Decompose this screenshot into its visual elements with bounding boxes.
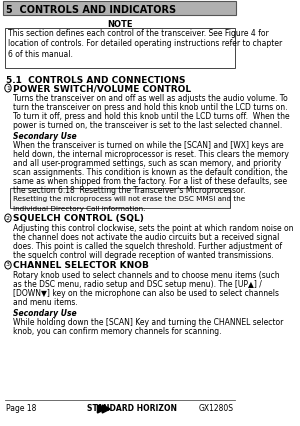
Text: 2: 2 [6,216,10,221]
Text: 5  CONTROLS AND INDICATORS: 5 CONTROLS AND INDICATORS [6,5,176,15]
Text: 3: 3 [6,262,10,268]
Text: does. This point is called the squelch threshold. Further adjustment of: does. This point is called the squelch t… [13,242,282,251]
Text: same as when shipped from the factory. For a list of these defaults, see: same as when shipped from the factory. F… [13,177,287,186]
Text: Individual Directory Call information.: Individual Directory Call information. [13,205,145,211]
Text: Rotary knob used to select channels and to choose menu items (such: Rotary knob used to select channels and … [13,271,279,280]
FancyBboxPatch shape [11,188,230,208]
Text: STANDARD HORIZON: STANDARD HORIZON [87,404,177,413]
FancyBboxPatch shape [5,28,235,68]
Text: Secondary Use: Secondary Use [13,132,76,141]
Text: and menu items.: and menu items. [13,298,77,307]
Text: [DOWN▼] key on the microphone can also be used to select channels: [DOWN▼] key on the microphone can also b… [13,289,279,298]
Text: This section defines each control of the transceiver. See Figure 4 for: This section defines each control of the… [8,29,269,38]
Text: as the DSC menu, radio setup and DSC setup menu). The [UP▲] /: as the DSC menu, radio setup and DSC set… [13,280,262,289]
Text: While holding down the [SCAN] Key and turning the CHANNEL selector: While holding down the [SCAN] Key and tu… [13,318,283,327]
Polygon shape [102,405,110,413]
Circle shape [5,261,11,269]
Text: and all user-programmed settings, such as scan memory, and priority: and all user-programmed settings, such a… [13,159,281,168]
Text: the channel does not activate the audio circuits but a received signal: the channel does not activate the audio … [13,233,279,242]
Text: Secondary Use: Secondary Use [13,309,76,318]
Text: knob, you can confirm memory channels for scanning.: knob, you can confirm memory channels fo… [13,327,221,336]
Text: location of controls. For detailed operating instructions refer to chapter: location of controls. For detailed opera… [8,40,282,49]
Text: the squelch control will degrade reception of wanted transmissions.: the squelch control will degrade recepti… [13,251,274,260]
Text: held down, the internal microprocessor is reset. This clears the memory: held down, the internal microprocessor i… [13,150,289,159]
FancyBboxPatch shape [3,1,236,15]
Text: NOTE: NOTE [107,20,133,29]
Text: Resetting the microprocess will not erase the DSC MMSI and the: Resetting the microprocess will not eras… [13,196,245,202]
Text: SQUELCH CONTROL (SQL): SQUELCH CONTROL (SQL) [13,214,144,223]
Polygon shape [98,405,105,413]
Text: GX1280S: GX1280S [198,404,233,413]
Text: When the transceiver is turned on while the [SCAN] and [WX] keys are: When the transceiver is turned on while … [13,141,283,150]
Circle shape [5,214,11,222]
Text: Adjusting this control clockwise, sets the point at which random noise on: Adjusting this control clockwise, sets t… [13,224,293,233]
Text: CHANNEL SELECTOR KNOB: CHANNEL SELECTOR KNOB [13,261,149,270]
Text: 1: 1 [6,86,10,90]
Text: 6 of this manual.: 6 of this manual. [8,50,73,59]
Text: the section 6.18  Resetting the Transceiver’s Microprocessor.: the section 6.18 Resetting the Transceiv… [13,186,245,195]
Text: Page 18: Page 18 [6,404,36,413]
Text: To turn it off, press and hold this knob until the LCD turns off.  When the: To turn it off, press and hold this knob… [13,112,289,121]
Text: power is turned on, the transceiver is set to the last selected channel.: power is turned on, the transceiver is s… [13,121,282,130]
Text: 5.1  CONTROLS AND CONNECTIONS: 5.1 CONTROLS AND CONNECTIONS [6,76,185,85]
Text: Turns the transceiver on and off as well as adjusts the audio volume. To: Turns the transceiver on and off as well… [13,94,287,103]
Text: turn the transceiver on press and hold this knob until the LCD turns on.: turn the transceiver on press and hold t… [13,103,287,112]
Text: scan assignments. This condition is known as the default condition, the: scan assignments. This condition is know… [13,168,287,177]
Circle shape [5,84,11,92]
Text: POWER SWITCH/VOLUME CONTROL: POWER SWITCH/VOLUME CONTROL [13,84,191,93]
